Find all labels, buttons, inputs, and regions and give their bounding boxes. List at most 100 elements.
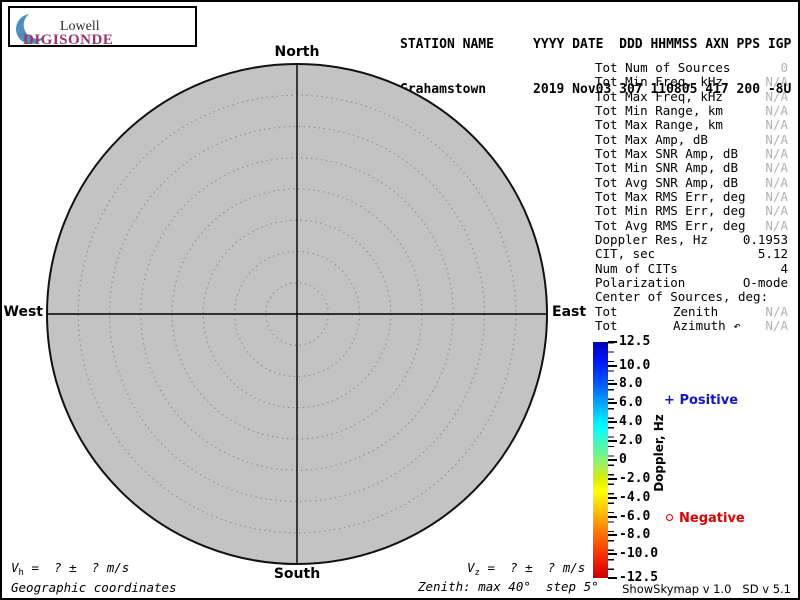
row-value: N/A (765, 160, 788, 176)
table-row: Tot Zenith N/A (595, 303, 788, 319)
circle-icon (666, 514, 673, 521)
vz-symbol: V (467, 560, 475, 575)
row-mid-label: Zenith (673, 303, 719, 319)
table-row: Tot Max Amp, dB N/A (595, 131, 788, 147)
row-value: N/A (765, 88, 788, 104)
vz-value: = ? ± ? m/s (479, 560, 586, 575)
table-row: Tot Min RMS Err, deg N/A (595, 203, 788, 219)
table-row: Tot Max SNR Amp, dB N/A (595, 145, 788, 161)
horizontal-velocity-readout: Vh = ? ± ? m/s (11, 560, 129, 578)
row-label: Tot Min RMS Err, deg (595, 203, 746, 219)
compass-label-north: North (274, 44, 320, 60)
colorbar-tick-label: 4.0 (608, 415, 667, 429)
app-version-label: ShowSkymap v 1.0 SD v 5.1 (622, 582, 791, 596)
row-label: Tot Avg RMS Err, deg (595, 217, 746, 233)
table-row: Tot Min Range, km N/A (595, 102, 788, 118)
row-label: Center of Sources, deg: (595, 289, 769, 305)
colorbar-tick-label: 10.0 (608, 359, 667, 373)
skymap-plot (46, 63, 548, 565)
table-row: Doppler Res, Hz 0.1953 (595, 231, 788, 247)
row-value: 5.12 (757, 246, 788, 262)
row-label: Tot Max Amp, dB (595, 131, 708, 147)
vz-subscript: z (474, 568, 480, 578)
table-row: Tot Num of Sources 0 (595, 60, 788, 75)
row-label: Tot Num of Sources (595, 60, 731, 75)
colorbar-tick-label: 6.0 (608, 396, 667, 410)
row-value: N/A (765, 102, 788, 118)
table-row: Tot Max RMS Err, deg N/A (595, 188, 788, 204)
row-label: Doppler Res, Hz (595, 231, 708, 247)
row-label: Tot Avg SNR Amp, dB (595, 174, 738, 190)
positive-label: Positive (679, 393, 739, 408)
zenith-range-note: Zenith: max 40° step 5° (418, 579, 599, 594)
compass-label-east: East (552, 304, 587, 320)
row-label: Tot Max Range, km (595, 117, 723, 133)
colorbar-tick-label: -10.0 (608, 547, 667, 561)
row-value: N/A (765, 317, 788, 333)
row-label: Tot Max Freq, kHz (595, 88, 723, 104)
row-value: 0 (780, 60, 788, 75)
station-header-columns: STATION NAME YYYY DATE DDD HHMMSS AXN PP… (400, 37, 792, 52)
vh-value: = ? ± ? m/s (23, 560, 130, 575)
row-value: N/A (765, 131, 788, 147)
colorbar-tick-label: 0 (608, 453, 667, 467)
table-row: CIT, sec 5.12 (595, 246, 788, 262)
row-value: N/A (765, 217, 788, 233)
colorbar-tick-label: -4.0 (608, 491, 667, 505)
row-value: N/A (765, 188, 788, 204)
row-value: N/A (765, 117, 788, 133)
row-value: N/A (765, 74, 788, 90)
colorbar-tick-label: -12.5 (608, 571, 667, 585)
table-row: Tot Avg RMS Err, deg N/A (595, 217, 788, 233)
row-label: Tot Min Freq, kHz (595, 74, 723, 90)
crescent-moon-icon (16, 11, 52, 44)
table-row: Tot Min SNR Amp, dB N/A (595, 160, 788, 176)
table-row: Tot Avg SNR Amp, dB N/A (595, 174, 788, 190)
row-value: O-mode (742, 274, 788, 290)
table-row: Polarization O-mode (595, 274, 788, 290)
row-label: Tot Min Range, km (595, 102, 723, 118)
vertical-velocity-readout: Vz = ? ± ? m/s (467, 560, 585, 578)
table-row: Num of CITs 4 (595, 260, 788, 276)
table-row: Tot Max Range, km N/A (595, 117, 788, 133)
colorbar-tick-label: 2.0 (608, 434, 667, 448)
coordinate-system-label: Geographic coordinates (11, 580, 177, 595)
colorbar-tick-label: 8.0 (608, 377, 667, 391)
row-label: Tot Min SNR Amp, dB (595, 160, 738, 176)
vh-symbol: V (11, 560, 19, 575)
doppler-colorbar (593, 342, 608, 578)
colorbar-axis-title: Doppler, Hz (652, 414, 666, 492)
colorbar-tick-label: -8.0 (608, 528, 667, 542)
compass-label-west: West (3, 304, 43, 320)
row-label: Polarization (595, 274, 686, 290)
vh-subscript: h (18, 568, 24, 578)
measurement-info-table: Tot Num of Sources 0 Tot Min Freq, kHz N/A… (595, 60, 788, 333)
row-value: 0.1953 (742, 231, 788, 247)
colorbar-tick-label: -6.0 (608, 510, 667, 524)
row-value: N/A (765, 145, 788, 161)
row-label: Tot (595, 303, 618, 319)
row-value: N/A (765, 174, 788, 190)
station-header-values: Grahamstown 2019 Nov03 307 110805 417 20… (400, 82, 792, 97)
row-value: N/A (765, 303, 788, 319)
plus-icon: + (664, 393, 675, 408)
positive-doppler-legend: + Positive (664, 393, 738, 408)
negative-doppler-legend: Negative (666, 511, 745, 526)
compass-label-south: South (273, 566, 321, 582)
row-value: N/A (765, 203, 788, 219)
table-row: Tot Azimuth ↶ N/A (595, 317, 788, 333)
table-row: Tot Min Freq, kHz N/A (595, 74, 788, 90)
row-label: Tot Max SNR Amp, dB (595, 145, 738, 161)
row-value: 4 (780, 260, 788, 276)
table-row: Center of Sources, deg: (595, 289, 788, 305)
colorbar-tick-label: -2.0 (608, 472, 667, 486)
logo-brand-bottom: DIGISONDE (23, 32, 114, 48)
row-label: Tot (595, 317, 618, 333)
colorbar-tick-label: 12.5 (608, 335, 667, 349)
negative-label: Negative (679, 511, 745, 526)
row-mid-label: Azimuth ↶ (673, 317, 741, 333)
row-label: CIT, sec (595, 246, 656, 262)
logo-brand-top: Lowell (60, 19, 100, 34)
row-label: Tot Max RMS Err, deg (595, 188, 746, 204)
row-label: Num of CITs (595, 260, 678, 276)
